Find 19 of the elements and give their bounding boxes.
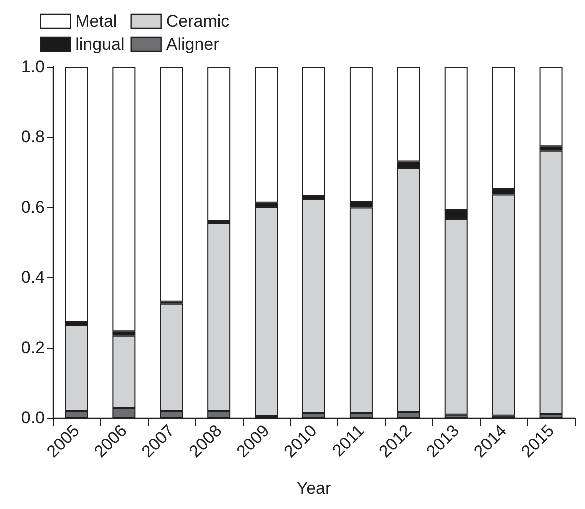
bar [208,67,231,222]
bar [112,67,136,332]
y-tick-label: 0.0 [21,408,45,428]
legend-label: lingual [76,35,125,54]
bar [302,67,326,197]
bar [540,150,563,414]
y-tick-label: 1.0 [21,58,45,76]
x-axis-title: Year [296,479,332,498]
y-tick-label: 0.8 [21,128,45,147]
y-tick-label: 0.6 [21,198,45,217]
y-tick-label: 0.4 [21,268,45,288]
legend-label: Ceramic [166,12,230,31]
bar [540,67,563,147]
legend-label: Metal [76,12,118,31]
legend-label: Aligner [166,35,220,54]
y-tick-label: 0.2 [21,338,45,358]
bar [160,67,184,302]
bar [65,67,88,322]
bar [255,207,278,416]
